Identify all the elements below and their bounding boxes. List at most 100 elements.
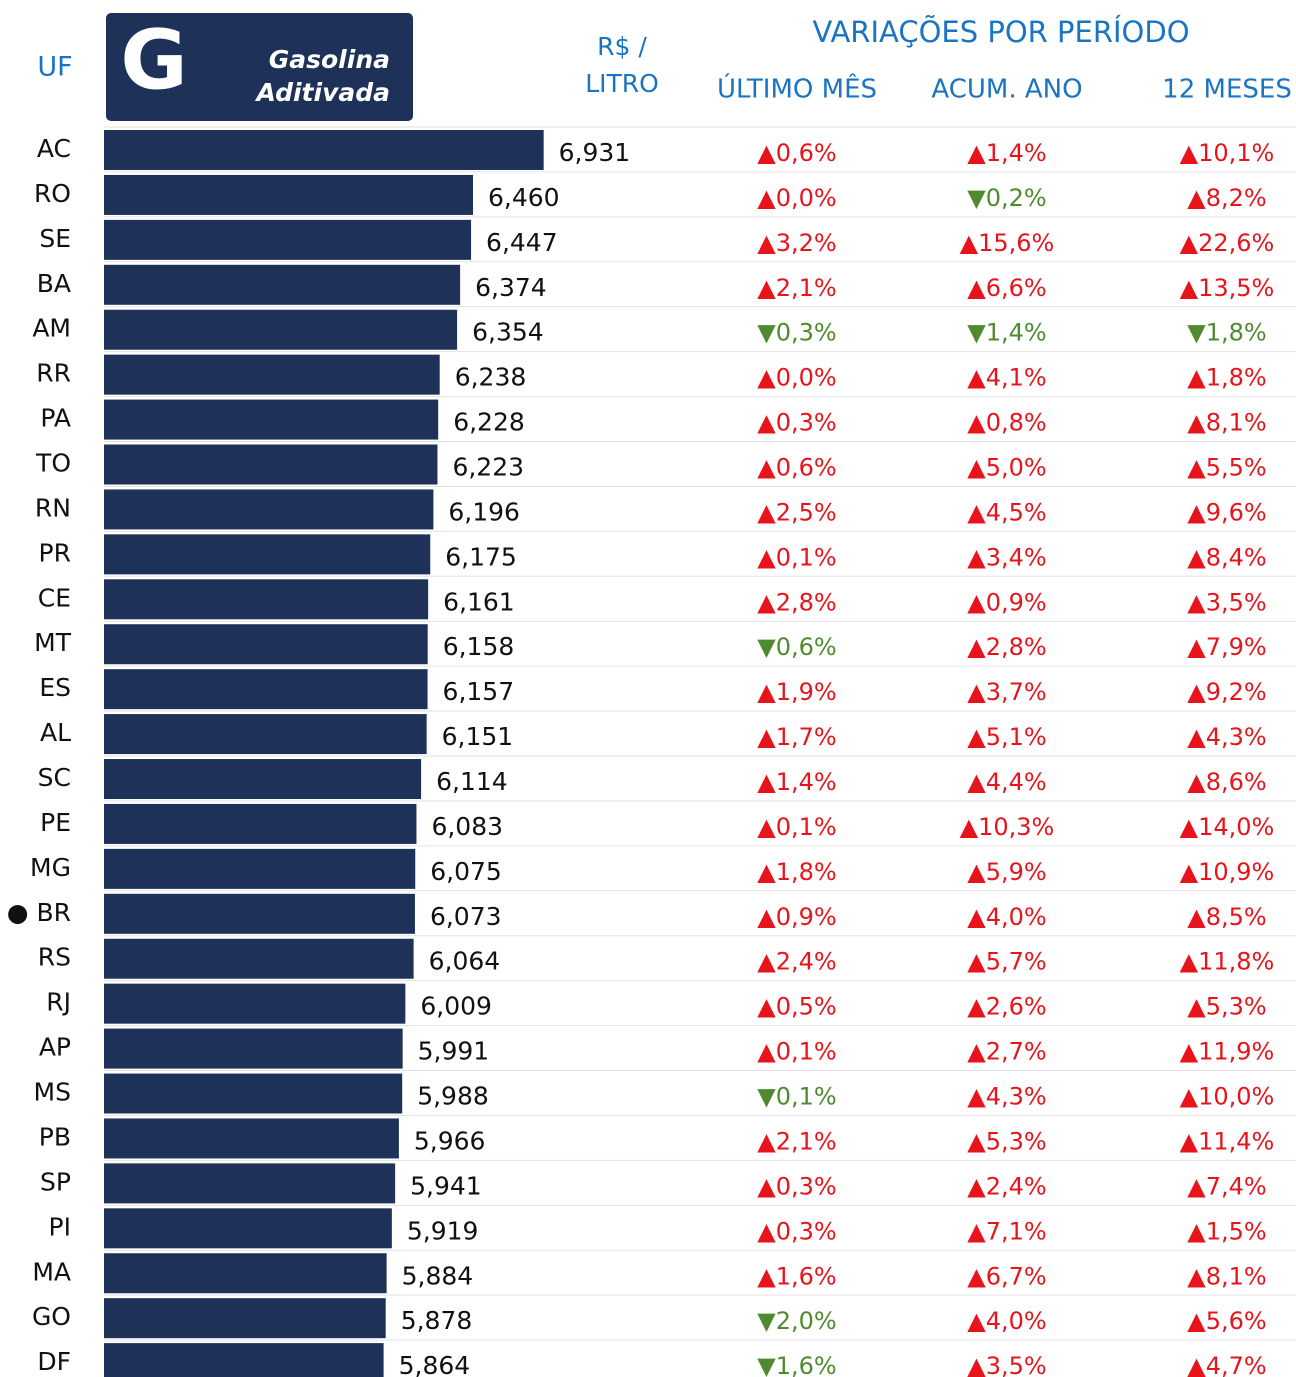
bar <box>104 444 438 485</box>
variation-label: ▲0,3% <box>757 409 836 437</box>
value-label: 6,175 <box>445 542 517 571</box>
chart-title: Aditivada <box>255 78 391 107</box>
bar <box>104 1208 392 1249</box>
logo: G <box>120 13 187 108</box>
variation-label: ▼0,3% <box>757 319 836 347</box>
bar <box>104 1343 384 1377</box>
value-label: 6,354 <box>472 318 544 347</box>
variation-label: ▲0,1% <box>757 1038 836 1066</box>
variation-label: ▲3,2% <box>757 229 836 257</box>
variation-label: ▲11,8% <box>1180 948 1275 976</box>
category-label: SE <box>39 224 71 253</box>
value-label: 5,864 <box>399 1351 471 1377</box>
bar <box>104 1253 387 1294</box>
category-label: MS <box>34 1078 71 1107</box>
variation-label: ▲5,7% <box>967 948 1046 976</box>
columns-header: VARIAÇÕES POR PERÍODO <box>812 15 1189 49</box>
variation-label: ▲2,5% <box>757 498 836 526</box>
value-label: 5,941 <box>410 1171 482 1200</box>
category-label: RJ <box>46 988 71 1017</box>
value-label: 6,460 <box>488 183 560 212</box>
unit-label: LITRO <box>585 69 659 98</box>
variation-label: ▲0,3% <box>757 1217 836 1245</box>
variation-label: ▲0,9% <box>967 588 1046 616</box>
value-label: 6,157 <box>443 677 515 706</box>
bar <box>104 354 440 395</box>
variation-label: ▲22,6% <box>1180 229 1275 257</box>
variation-label: ▲0,3% <box>757 1172 836 1200</box>
variation-label: ▲0,6% <box>757 454 836 482</box>
column-header: 12 MESES <box>1162 75 1292 105</box>
variation-label: ▲0,6% <box>757 139 836 167</box>
value-label: 5,919 <box>407 1216 479 1245</box>
variation-label: ▲4,0% <box>967 903 1046 931</box>
category-label: PB <box>39 1122 71 1151</box>
variation-label: ▲4,3% <box>967 1083 1046 1111</box>
category-label: MG <box>30 853 71 882</box>
variation-label: ▲13,5% <box>1180 274 1275 302</box>
value-label: 6,083 <box>431 812 503 841</box>
variation-label: ▲2,6% <box>967 993 1046 1021</box>
variation-label: ▲2,8% <box>967 633 1046 661</box>
category-label: AL <box>40 718 71 747</box>
bar <box>104 803 417 844</box>
bar <box>104 219 472 260</box>
variation-label: ▲4,4% <box>967 768 1046 796</box>
variation-label: ▼1,8% <box>1187 319 1266 347</box>
category-label: MT <box>34 628 72 657</box>
category-label: RO <box>34 179 71 208</box>
value-label: 5,878 <box>401 1306 473 1335</box>
variation-label: ▲5,1% <box>967 723 1046 751</box>
value-label: 6,223 <box>452 453 524 482</box>
variation-label: ▲5,6% <box>1187 1307 1266 1335</box>
variation-label: ▲7,9% <box>1187 633 1266 661</box>
category-label: RR <box>36 359 71 388</box>
variation-label: ▼0,2% <box>967 184 1046 212</box>
category-label: AP <box>39 1033 71 1062</box>
variation-label: ▲0,0% <box>757 184 836 212</box>
value-label: 6,196 <box>448 497 520 526</box>
variation-label: ▼0,6% <box>757 633 836 661</box>
variation-label: ▲2,4% <box>967 1172 1046 1200</box>
value-label: 6,238 <box>455 363 527 392</box>
bar <box>104 309 458 350</box>
variation-label: ▲3,7% <box>967 678 1046 706</box>
variation-label: ▼1,4% <box>967 319 1046 347</box>
value-label: 6,374 <box>475 273 547 302</box>
bar <box>104 938 414 979</box>
category-label: PR <box>39 538 71 567</box>
category-label: RN <box>35 493 71 522</box>
category-label: AM <box>32 314 71 343</box>
variation-label: ▲10,0% <box>1180 1083 1275 1111</box>
bar <box>104 1073 403 1114</box>
bar <box>104 1118 399 1159</box>
column-header: ACUM. ANO <box>931 75 1082 105</box>
category-label: TO <box>35 449 71 478</box>
bar <box>104 1163 396 1204</box>
value-label: 6,931 <box>559 138 631 167</box>
value-label: 6,009 <box>420 992 492 1021</box>
value-label: 5,991 <box>418 1037 490 1066</box>
variation-label: ▲1,8% <box>1187 364 1266 392</box>
bar <box>104 130 544 170</box>
variation-label: ▲1,6% <box>757 1262 836 1290</box>
bar <box>104 669 428 710</box>
variation-label: ▲8,5% <box>1187 903 1266 931</box>
variation-label: ▲0,8% <box>967 409 1046 437</box>
variation-label: ▲0,9% <box>757 903 836 931</box>
bar <box>104 264 461 305</box>
bar <box>104 1298 386 1339</box>
bar <box>104 489 434 530</box>
bar <box>104 624 428 665</box>
variation-label: ▲8,2% <box>1187 184 1266 212</box>
variation-label: ▼1,6% <box>757 1352 836 1377</box>
value-label: 6,158 <box>443 632 515 661</box>
variation-label: ▲1,7% <box>757 723 836 751</box>
value-label: 6,161 <box>443 587 515 616</box>
variation-label: ▲5,3% <box>1187 993 1266 1021</box>
variation-label: ▲4,7% <box>1187 1352 1266 1377</box>
variation-label: ▲1,5% <box>1187 1217 1266 1245</box>
bar <box>104 983 406 1024</box>
variation-label: ▲10,9% <box>1180 858 1275 886</box>
